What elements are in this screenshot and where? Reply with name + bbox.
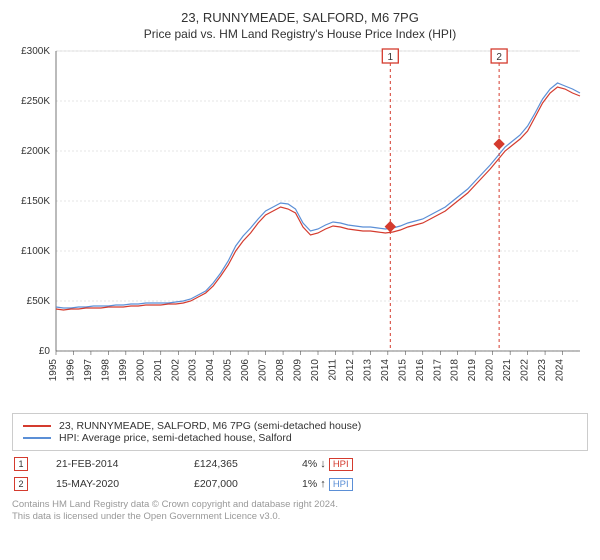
legend-label: 23, RUNNYMEADE, SALFORD, M6 7PG (semi-de… <box>59 420 361 432</box>
chart-subtitle: Price paid vs. HM Land Registry's House … <box>12 27 588 41</box>
svg-text:2013: 2013 <box>362 359 373 382</box>
svg-text:2019: 2019 <box>467 359 478 382</box>
sale-delta: 4% ↓ HPI <box>302 458 353 471</box>
svg-text:1999: 1999 <box>118 359 129 382</box>
hpi-tag: HPI <box>329 458 353 471</box>
svg-text:2009: 2009 <box>293 359 304 382</box>
sale-delta: 1% ↑ HPI <box>302 478 353 491</box>
sales-block: 1 21-FEB-2014 £124,365 4% ↓ HPI 2 15-MAY-2020… <box>12 457 588 491</box>
svg-text:2: 2 <box>496 52 502 63</box>
svg-text:1997: 1997 <box>83 359 94 382</box>
svg-text:2005: 2005 <box>223 359 234 382</box>
line-chart: £0 £50K £100K £150K £200K £250K £300K 1995 1996 1… <box>12 47 588 407</box>
svg-text:2004: 2004 <box>205 359 216 382</box>
svg-text:2008: 2008 <box>275 359 286 382</box>
chart-header: 23, RUNNYMEADE, SALFORD, M6 7PG Price pa… <box>12 10 588 41</box>
svg-text:2012: 2012 <box>345 359 356 382</box>
svg-text:2000: 2000 <box>135 359 146 382</box>
legend-row: HPI: Average price, semi-detached house,… <box>23 432 577 444</box>
arrow-up-icon: ↑ <box>317 478 329 490</box>
svg-text:£50K: £50K <box>27 296 51 307</box>
svg-text:2018: 2018 <box>450 359 461 382</box>
legend-label: HPI: Average price, semi-detached house,… <box>59 432 292 444</box>
legend-row: 23, RUNNYMEADE, SALFORD, M6 7PG (semi-de… <box>23 420 577 432</box>
svg-text:2016: 2016 <box>415 359 426 382</box>
svg-text:£250K: £250K <box>21 96 50 107</box>
svg-text:2021: 2021 <box>502 359 513 382</box>
svg-text:2002: 2002 <box>170 359 181 382</box>
sale-date: 21-FEB-2014 <box>56 458 166 470</box>
svg-text:£100K: £100K <box>21 246 50 257</box>
sale-date: 15-MAY-2020 <box>56 478 166 490</box>
legend: 23, RUNNYMEADE, SALFORD, M6 7PG (semi-de… <box>12 413 588 451</box>
footnote: Contains HM Land Registry data © Crown c… <box>12 499 588 524</box>
svg-text:2001: 2001 <box>153 359 164 382</box>
svg-text:1998: 1998 <box>100 359 111 382</box>
chart-title: 23, RUNNYMEADE, SALFORD, M6 7PG <box>12 10 588 25</box>
svg-text:2022: 2022 <box>520 359 531 382</box>
arrow-down-icon: ↓ <box>317 458 329 470</box>
sale-badge: 2 <box>14 477 28 491</box>
svg-text:2014: 2014 <box>380 359 391 382</box>
svg-text:2006: 2006 <box>240 359 251 382</box>
footnote-line-1: Contains HM Land Registry data © Crown c… <box>12 499 588 511</box>
svg-text:1996: 1996 <box>65 359 76 382</box>
chart-area: £0 £50K £100K £150K £200K £250K £300K 1995 1996 1… <box>12 47 588 407</box>
svg-text:1: 1 <box>388 52 394 63</box>
legend-swatch <box>23 425 51 427</box>
sale-row: 1 21-FEB-2014 £124,365 4% ↓ HPI <box>12 457 588 471</box>
svg-text:2020: 2020 <box>485 359 496 382</box>
sale-price: £124,365 <box>194 458 274 470</box>
sale-row: 2 15-MAY-2020 £207,000 1% ↑ HPI <box>12 477 588 491</box>
svg-text:2010: 2010 <box>310 359 321 382</box>
hpi-tag: HPI <box>329 478 353 491</box>
footnote-line-2: This data is licensed under the Open Gov… <box>12 511 588 523</box>
sale-badge: 1 <box>14 457 28 471</box>
svg-text:£0: £0 <box>39 346 51 357</box>
svg-text:£200K: £200K <box>21 146 50 157</box>
svg-text:£150K: £150K <box>21 196 50 207</box>
svg-text:2003: 2003 <box>188 359 199 382</box>
svg-text:2011: 2011 <box>327 359 338 381</box>
svg-text:2023: 2023 <box>537 359 548 382</box>
svg-text:1995: 1995 <box>48 359 59 382</box>
sale-price: £207,000 <box>194 478 274 490</box>
svg-text:2015: 2015 <box>397 359 408 382</box>
svg-text:2017: 2017 <box>432 359 443 382</box>
legend-swatch <box>23 437 51 439</box>
svg-text:2024: 2024 <box>555 359 566 382</box>
svg-text:2007: 2007 <box>258 359 269 382</box>
svg-text:£300K: £300K <box>21 47 50 57</box>
